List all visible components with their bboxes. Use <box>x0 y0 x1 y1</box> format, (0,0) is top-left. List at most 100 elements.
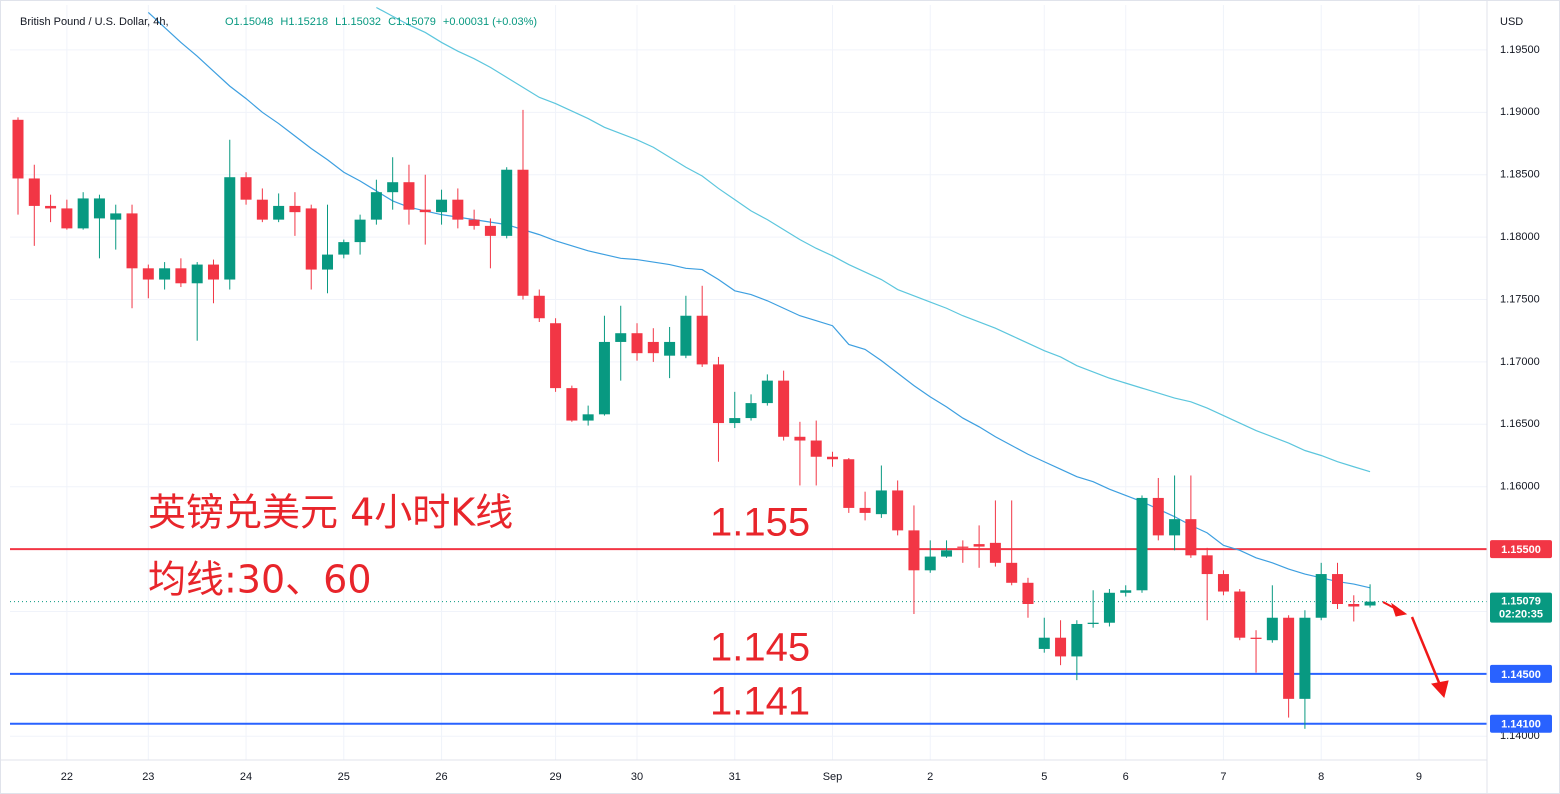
moving-average <box>147 12 1371 589</box>
x-tick-label: 29 <box>549 771 561 783</box>
x-tick-label: 7 <box>1220 771 1226 783</box>
candle-body <box>1234 591 1246 638</box>
candle-body <box>322 254 334 270</box>
candle-body <box>1169 519 1181 536</box>
x-tick-label: 26 <box>435 771 447 783</box>
candle-body <box>680 315 692 356</box>
x-tick-label: 5 <box>1041 771 1047 783</box>
y-tick-label: 1.16000 <box>1500 481 1540 493</box>
candle-body <box>354 219 366 243</box>
level-tag <box>1490 714 1552 733</box>
candle-body <box>875 490 887 515</box>
candle-body <box>436 199 448 213</box>
candle-body <box>452 199 464 220</box>
moving-average <box>376 6 1371 473</box>
candle-body <box>224 177 236 280</box>
header-change: +0.00031 (+0.03%) <box>443 16 537 28</box>
candle-body <box>664 341 676 356</box>
annotation-title: 英镑兑美元 4小时K线 <box>148 491 513 535</box>
candle-body <box>924 556 936 571</box>
candle-body <box>957 546 969 548</box>
levels-layer <box>10 548 1487 725</box>
x-tick-label: 24 <box>240 771 252 783</box>
candle-body <box>1055 637 1067 657</box>
y-tick-label: 1.18000 <box>1500 231 1540 243</box>
candle-body <box>468 219 480 226</box>
x-tick-label: 30 <box>631 771 643 783</box>
candle-body <box>110 213 122 220</box>
candle-body <box>45 205 57 209</box>
chart-title: British Pound / U.S. Dollar, 4h, <box>20 16 169 28</box>
candle-body <box>566 388 578 421</box>
y-tick-label: 1.14000 <box>1500 730 1540 742</box>
y-tick-label: 1.17500 <box>1500 293 1540 305</box>
level-tag-label: 1.15500 <box>1501 544 1541 556</box>
header-low: L1.15032 <box>335 16 381 28</box>
price-tag-countdown: 02:20:35 <box>1499 609 1543 621</box>
candle-body <box>647 341 659 354</box>
candle-body <box>12 119 24 179</box>
candle-body <box>1103 592 1115 623</box>
candle-body <box>517 169 529 296</box>
candle-body <box>175 268 187 284</box>
candle-body <box>1087 622 1099 624</box>
candle-body <box>403 182 415 210</box>
candle-body <box>1006 562 1018 583</box>
header-open: O1.15048 <box>225 16 273 28</box>
candle-body <box>77 198 89 229</box>
level-tag <box>1490 664 1552 683</box>
candle-body <box>810 440 822 457</box>
y-tick-label: 1.18500 <box>1500 169 1540 181</box>
candle-body <box>550 323 562 389</box>
annotation-level: 1.155 <box>710 501 810 545</box>
candle-body <box>484 225 496 236</box>
candle-body <box>761 380 773 404</box>
x-tick-label: Sep <box>823 771 843 783</box>
candle-body <box>1266 617 1278 641</box>
candle-body <box>843 459 855 508</box>
candle-body <box>696 315 708 365</box>
candle-body <box>859 507 871 513</box>
candle-body <box>1120 590 1132 593</box>
currency-label: USD <box>1500 16 1523 28</box>
y-tick-label: 1.19000 <box>1500 106 1540 118</box>
candle-body <box>794 436 806 441</box>
x-tick-label: 31 <box>729 771 741 783</box>
arrow-head <box>1391 602 1408 617</box>
candle-body <box>745 403 757 419</box>
candle-body <box>1136 497 1148 591</box>
y-tick-label: 1.17000 <box>1500 356 1540 368</box>
candle-body <box>1022 582 1034 605</box>
candle-body <box>28 178 40 206</box>
candle-body <box>370 192 382 220</box>
candle-body <box>93 198 105 219</box>
candle-body <box>289 205 301 213</box>
forecast-arrows <box>1382 601 1449 699</box>
candle-body <box>1250 637 1262 639</box>
candle-body <box>387 182 399 193</box>
candle-body <box>1217 574 1229 592</box>
candle-body <box>729 418 741 424</box>
header-high: H1.15218 <box>280 16 328 28</box>
candle-body <box>142 268 154 280</box>
annotation-ma: 均线:30、60 <box>148 558 372 602</box>
level-tag-label: 1.14500 <box>1501 669 1541 681</box>
x-tick-label: 2 <box>927 771 933 783</box>
candle-body <box>778 380 790 437</box>
annotation-level: 1.145 <box>710 626 810 670</box>
y-tick-label: 1.16500 <box>1500 418 1540 430</box>
candle-body <box>1201 555 1213 575</box>
candle-body <box>1152 497 1164 536</box>
axis-layer: 1.140001.145001.150001.155001.160001.165… <box>61 44 1552 783</box>
candle-body <box>240 177 252 200</box>
candle-body <box>273 205 285 220</box>
candle-body <box>1315 574 1327 618</box>
candle-body <box>533 295 545 319</box>
candle-body <box>827 456 838 460</box>
candle-body <box>159 268 171 280</box>
header-close: C1.15079 <box>388 16 436 28</box>
arrow-shaft <box>1410 616 1442 686</box>
x-tick-label: 6 <box>1123 771 1129 783</box>
candle-body <box>419 209 431 213</box>
